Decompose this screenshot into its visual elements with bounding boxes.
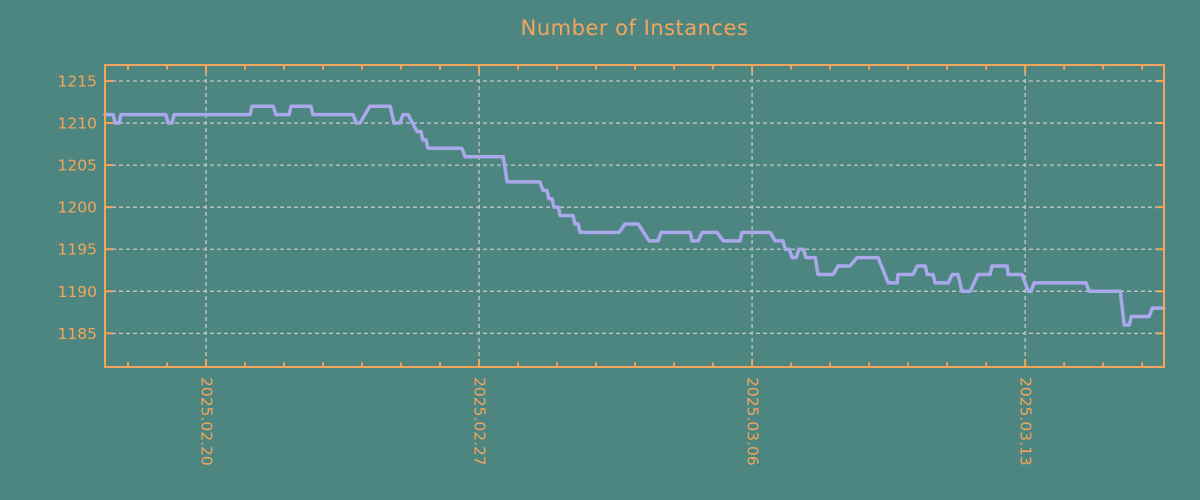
y-tick-label: 1190 <box>58 283 97 301</box>
instances-line <box>103 104 1166 327</box>
y-tick-label: 1205 <box>58 157 97 175</box>
x-tick-label: 2025.02.20 <box>198 377 216 466</box>
chart-title: Number of Instances <box>520 16 749 40</box>
y-tick-label: 1185 <box>58 325 97 343</box>
y-tick-label: 1195 <box>58 241 97 259</box>
x-tick-label: 2025.03.06 <box>744 377 762 466</box>
y-tick-label: 1200 <box>58 199 97 217</box>
y-tick-label: 1215 <box>58 72 97 90</box>
y-tick-label: 1210 <box>58 115 97 133</box>
x-tick-label: 2025.02.27 <box>471 377 489 466</box>
x-tick-label: 2025.03.13 <box>1017 377 1035 466</box>
plot-border <box>104 64 1165 368</box>
